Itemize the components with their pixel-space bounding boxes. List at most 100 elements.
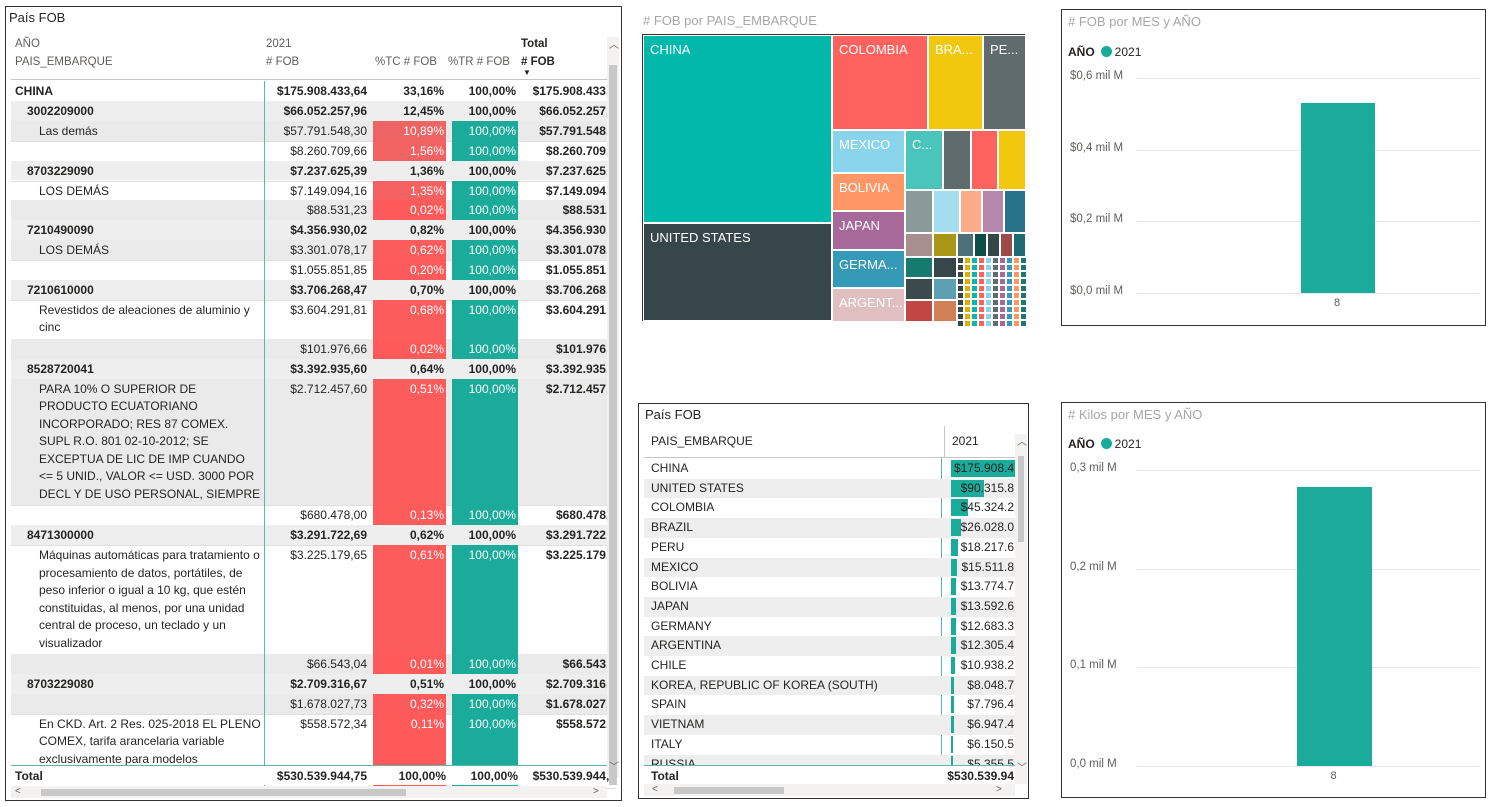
- treemap-mini-tile: [964, 257, 971, 264]
- row-label[interactable]: Máquinas automáticas para tratamiento o …: [39, 548, 260, 650]
- row-tr: 100,00%: [468, 361, 516, 376]
- treemap-tile[interactable]: PE...: [983, 35, 1026, 130]
- row-label[interactable]: 7210610000: [27, 283, 94, 297]
- row-total: $175.908.433,6: [532, 84, 616, 98]
- country-row[interactable]: PERU $18.217.6: [644, 538, 1016, 558]
- country-row[interactable]: SPAIN $7.796.4: [644, 695, 1016, 715]
- country-row[interactable]: UNITED STATES $90.315.8: [644, 478, 1016, 499]
- country-scroll-left-icon[interactable]: <: [652, 784, 658, 795]
- country-row[interactable]: ARGENTINA $12.305.4: [644, 636, 1016, 656]
- country-scroll-up-icon[interactable]: ︿: [1017, 437, 1027, 448]
- column-bar[interactable]: [1301, 103, 1375, 293]
- treemap-small-tile[interactable]: [974, 233, 987, 257]
- row-label[interactable]: 3002209000: [27, 103, 94, 118]
- scroll-up-icon[interactable]: ︿: [609, 40, 619, 51]
- country-row[interactable]: GERMANY $12.683.3: [644, 617, 1016, 637]
- country-h-scrollbar[interactable]: < >: [644, 784, 1015, 796]
- country-row[interactable]: BOLIVIA $13.774.7: [644, 577, 1016, 597]
- matrix-visual[interactable]: País FOB AÑO 2021 Total PAIS_EMBARQUE # …: [5, 6, 622, 801]
- matrix-vertical-scrollbar[interactable]: ︿ ﹀: [607, 37, 619, 785]
- country-row[interactable]: CHINA $175.908.4: [644, 459, 1016, 479]
- country-row[interactable]: VIETNAM $6.947.4: [644, 715, 1016, 735]
- column-bar[interactable]: [1297, 486, 1372, 766]
- country-row[interactable]: COLOMBIA $45.324.2: [644, 498, 1016, 518]
- row-label[interactable]: PARA 10% O SUPERIOR DE PRODUCTO ECUATORI…: [39, 381, 261, 501]
- scroll-left-icon[interactable]: <: [15, 786, 21, 797]
- treemap-small-tile[interactable]: [971, 130, 998, 190]
- header-pais-embarque[interactable]: PAIS_EMBARQUE: [15, 56, 113, 68]
- treemap-small-tile[interactable]: [933, 190, 960, 233]
- treemap-tile[interactable]: ARGENT...: [832, 288, 905, 322]
- country-row[interactable]: JAPAN $13.592.6: [644, 596, 1016, 617]
- treemap-tile[interactable]: COLOMBIA: [832, 35, 928, 130]
- country-h-thumb[interactable]: [674, 787, 784, 794]
- treemap-tile[interactable]: BOLIVIA: [832, 173, 905, 211]
- treemap-small-tile[interactable]: [905, 233, 933, 257]
- row-label[interactable]: 7210490090: [27, 223, 94, 238]
- country-v-thumb[interactable]: [1018, 456, 1024, 542]
- country-v-scrollbar[interactable]: ︿ ﹀: [1015, 434, 1027, 784]
- header-total-fob[interactable]: # FOB: [521, 56, 555, 68]
- country-col-divider: [941, 458, 942, 783]
- scroll-down-icon[interactable]: ﹀: [609, 762, 619, 773]
- country-row[interactable]: KOREA, REPUBLIC OF KOREA (SOUTH) $8.048.7: [644, 675, 1016, 696]
- treemap-small-tile[interactable]: [933, 257, 957, 278]
- treemap-mini-tile: [985, 257, 992, 264]
- country-scroll-down-icon[interactable]: ﹀: [1017, 763, 1027, 774]
- treemap-small-tile[interactable]: [1013, 233, 1026, 257]
- row-label[interactable]: LOS DEMÁS: [39, 183, 110, 198]
- header-tc-fob[interactable]: %TC # FOB: [375, 56, 437, 68]
- treemap-small-tile[interactable]: [943, 130, 971, 190]
- treemap-tile[interactable]: C...: [905, 130, 943, 190]
- treemap-small-tile[interactable]: [905, 278, 933, 300]
- header-tr-fob[interactable]: %TR # FOB: [448, 56, 510, 68]
- header-fob[interactable]: # FOB: [266, 56, 300, 68]
- treemap-tile[interactable]: JAPAN: [832, 211, 905, 250]
- treemap-tile[interactable]: BRA...: [928, 35, 983, 130]
- treemap-small-tile[interactable]: [905, 190, 933, 233]
- country-table-visual[interactable]: País FOB PAIS_EMBARQUE 2021 CHINA $175.90…: [638, 403, 1029, 799]
- treemap-small-tile[interactable]: [905, 300, 933, 322]
- matrix-horizontal-scrollbar[interactable]: < >: [11, 786, 607, 798]
- row-label[interactable]: 8528720041: [27, 361, 94, 376]
- country-row[interactable]: CHILE $10.938.2: [644, 656, 1016, 676]
- matrix-v-thumb[interactable]: [609, 65, 617, 785]
- treemap-small-tile[interactable]: [1000, 233, 1013, 257]
- scroll-right-icon[interactable]: >: [593, 786, 599, 797]
- treemap-small-tile[interactable]: [957, 233, 974, 257]
- sort-desc-icon[interactable]: ▼: [523, 68, 531, 77]
- treemap-small-tile[interactable]: [987, 233, 1000, 257]
- country-scroll-right-icon[interactable]: >: [996, 784, 1002, 795]
- treemap-tile[interactable]: UNITED STATES: [643, 223, 832, 321]
- row-label[interactable]: LOS DEMÁS: [39, 243, 110, 258]
- fob-by-month-chart[interactable]: # FOB por MES y AÑO AÑO 2021 $0,6 mil M $0…: [1061, 9, 1486, 326]
- treemap-small-tile[interactable]: [1004, 190, 1026, 233]
- country-row[interactable]: MEXICO $15.511.8: [644, 557, 1016, 578]
- treemap-visual[interactable]: # FOB por PAIS_EMBARQUE CHINA UNITED STAT…: [636, 8, 1033, 327]
- matrix-h-thumb[interactable]: [41, 789, 406, 796]
- kilos-by-month-chart[interactable]: # Kilos por MES y AÑO AÑO 2021 0,3 mil M 0…: [1061, 402, 1486, 798]
- fob-legend-item[interactable]: 2021: [1114, 45, 1142, 59]
- row-label[interactable]: Las demás: [39, 123, 98, 138]
- country-row[interactable]: ITALY $6.150.5: [644, 735, 1016, 755]
- row-label[interactable]: Revestidos de aleaciones de aluminio y c…: [39, 302, 250, 335]
- row-fob: $4.356.930,02: [290, 223, 367, 238]
- kilos-legend-item[interactable]: 2021: [1114, 437, 1142, 451]
- country-row[interactable]: BRAZIL $26.028.0: [644, 518, 1016, 538]
- treemap-small-tile[interactable]: [933, 233, 957, 257]
- row-label[interactable]: CHINA: [15, 84, 53, 98]
- treemap-small-tile[interactable]: [933, 278, 957, 300]
- row-label[interactable]: 8471300000: [27, 528, 94, 543]
- treemap-tile[interactable]: MEXICO: [832, 130, 905, 173]
- col-pais-embarque[interactable]: PAIS_EMBARQUE: [651, 434, 753, 448]
- treemap-small-tile[interactable]: [960, 190, 982, 233]
- treemap-tile[interactable]: CHINA: [643, 35, 832, 223]
- row-label[interactable]: 8703229080: [27, 676, 94, 691]
- row-label[interactable]: 8703229090: [27, 163, 94, 178]
- col-2021[interactable]: 2021: [952, 434, 979, 448]
- treemap-small-tile[interactable]: [982, 190, 1004, 233]
- treemap-small-tile[interactable]: [998, 130, 1026, 190]
- treemap-small-tile[interactable]: [933, 300, 957, 322]
- treemap-tile[interactable]: GERMA...: [832, 250, 905, 288]
- treemap-small-tile[interactable]: [905, 257, 933, 278]
